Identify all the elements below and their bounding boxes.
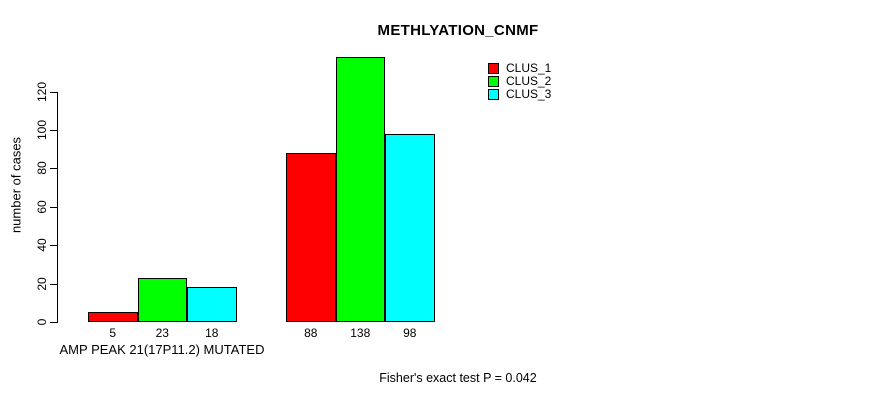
bar-clus_1-group1	[88, 312, 138, 322]
y-tick-label: 60	[35, 200, 49, 214]
legend-swatch-icon	[488, 76, 499, 87]
x-axis-group-label: AMP PEAK 21(17P11.2) MUTATED	[59, 342, 265, 357]
y-tick	[50, 206, 57, 208]
bar-clus_2-group1	[137, 277, 187, 322]
annotation-text: Fisher's exact test P = 0.042	[379, 371, 537, 385]
bar-clus_1-group2	[286, 153, 336, 322]
y-tick-label: 20	[35, 276, 49, 291]
bar-value-label: 23	[155, 326, 169, 340]
bar-value-label: 5	[109, 326, 117, 340]
y-tick-label: 120	[35, 81, 49, 102]
y-tick	[50, 130, 57, 131]
bar-clus_3-group1	[187, 287, 237, 322]
legend-swatch-icon	[488, 63, 499, 74]
bar-value-label: 138	[350, 326, 371, 340]
legend: CLUS_1 CLUS_2 CLUS_3	[488, 61, 552, 101]
y-tick-label: 40	[35, 238, 49, 252]
bar-value-label: 18	[205, 326, 219, 340]
legend-item: CLUS_1	[488, 61, 552, 75]
legend-label: CLUS_3	[506, 87, 552, 101]
y-tick-label: 100	[35, 119, 49, 141]
legend-label: CLUS_2	[506, 74, 552, 88]
y-tick	[50, 245, 57, 247]
legend-item: CLUS_3	[488, 87, 552, 101]
y-tick-label: 80	[35, 161, 49, 176]
y-tick	[50, 168, 57, 170]
y-tick	[50, 322, 57, 323]
legend-swatch-icon	[488, 89, 499, 100]
legend-item: CLUS_2	[488, 74, 552, 88]
y-axis-line	[57, 91, 58, 323]
chart-title: METHLYATION_CNMF	[377, 22, 539, 39]
y-tick	[50, 91, 57, 93]
bar-value-label: 88	[304, 326, 318, 340]
y-tick-label: 0	[35, 318, 49, 326]
bar-value-label: 98	[403, 326, 417, 340]
y-tick	[50, 283, 57, 285]
bar-clus_2-group2	[335, 57, 385, 322]
legend-label: CLUS_1	[506, 61, 552, 75]
bar-clus_3-group2	[385, 133, 435, 322]
